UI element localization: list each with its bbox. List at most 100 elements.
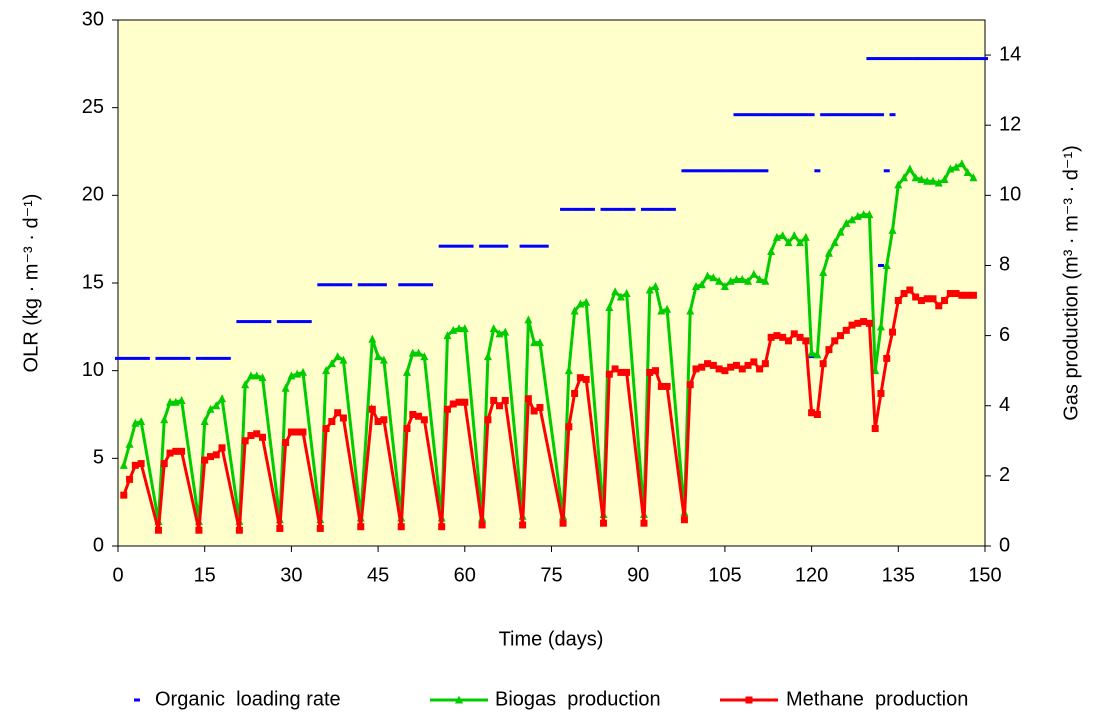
methane-marker — [721, 367, 729, 375]
biogas-marker — [848, 215, 857, 224]
biogas-marker — [738, 274, 747, 283]
olr-marker — [346, 283, 353, 287]
olr-marker — [398, 283, 405, 287]
methane-marker — [334, 409, 342, 417]
methane-marker — [871, 425, 879, 433]
olr-marker — [883, 169, 890, 173]
methane-marker — [455, 398, 463, 406]
biogas-marker — [200, 417, 209, 426]
olr-marker — [877, 57, 884, 61]
biogas-marker — [333, 352, 342, 361]
olr-marker — [872, 57, 879, 61]
biogas-marker — [894, 180, 903, 189]
olr-marker — [768, 113, 775, 117]
olr-marker — [617, 207, 624, 211]
x-tick-label: 150 — [968, 564, 1001, 586]
olr-marker — [375, 283, 382, 287]
biogas-marker — [408, 348, 417, 357]
x-tick-label: 0 — [112, 564, 123, 586]
olr-marker — [588, 207, 595, 211]
methane-marker — [906, 286, 914, 294]
methane-marker — [299, 428, 307, 436]
methane-marker — [519, 521, 527, 529]
biogas-marker — [767, 246, 776, 255]
olr-marker — [733, 169, 740, 173]
x-axis-title: Time (days) — [499, 628, 604, 650]
olr-marker — [669, 207, 676, 211]
olr-marker — [646, 207, 653, 211]
olr-marker — [577, 207, 584, 211]
methane-marker — [154, 526, 162, 534]
y-tick-label: 30 — [82, 8, 104, 30]
biogas-marker — [501, 327, 510, 336]
olr-marker — [600, 207, 607, 211]
olr-marker — [583, 207, 590, 211]
olr-marker — [328, 283, 335, 287]
methane-marker — [808, 409, 816, 417]
olr-marker — [236, 320, 243, 324]
olr-marker — [340, 283, 347, 287]
biogas-marker — [455, 324, 464, 333]
olr-marker — [213, 356, 220, 360]
olr-marker — [525, 244, 532, 248]
olr-marker — [126, 356, 133, 360]
biogas-marker — [715, 276, 724, 285]
y-tick-label: 25 — [82, 96, 104, 118]
olr-marker — [727, 169, 734, 173]
olr-marker — [409, 283, 416, 287]
olr-marker — [404, 283, 410, 287]
methane-marker — [900, 290, 908, 298]
biogas-marker — [489, 324, 498, 333]
olr-marker — [901, 57, 908, 61]
biogas-marker — [252, 371, 261, 380]
olr-marker — [866, 57, 873, 61]
methane-marker — [813, 411, 821, 418]
olr-marker — [739, 169, 746, 173]
legend-item: Organic loading rate — [134, 688, 341, 710]
olr-marker — [756, 169, 763, 173]
olr-marker — [444, 244, 451, 248]
y-tick-label: 10 — [82, 359, 104, 381]
olr-marker — [924, 57, 931, 61]
methane-marker — [126, 475, 134, 483]
biogas-marker — [778, 231, 787, 240]
biogas-marker — [830, 238, 839, 247]
biogas-marker — [686, 306, 695, 315]
methane-marker — [663, 382, 671, 390]
methane-marker — [773, 332, 781, 340]
x-tick-label: 135 — [882, 564, 915, 586]
olr-marker — [762, 169, 769, 173]
olr-marker — [808, 113, 815, 117]
biogas-marker — [720, 282, 729, 291]
methane-marker — [738, 365, 746, 373]
biogas-marker — [801, 232, 810, 241]
x-tick-label: 15 — [194, 564, 216, 586]
methane-marker — [524, 395, 532, 403]
olr-marker — [704, 169, 711, 173]
olr-marker — [195, 356, 202, 360]
methane-marker — [368, 405, 376, 413]
olr-marker — [750, 169, 757, 173]
biogas-marker — [420, 352, 429, 361]
olr-marker — [531, 244, 538, 248]
biogas-marker — [761, 276, 770, 285]
methane-marker — [374, 418, 382, 426]
biogas-marker — [882, 260, 891, 269]
x-tick-label: 105 — [708, 564, 741, 586]
biogas-marker — [322, 366, 331, 375]
biogas-marker — [876, 322, 885, 331]
y-axis-title: OLR (kg · m⁻³ · d⁻¹) — [20, 194, 42, 373]
olr-marker — [721, 169, 728, 173]
olr-marker — [363, 283, 370, 287]
biogas-marker — [455, 695, 463, 704]
methane-marker — [206, 453, 214, 461]
biogas-marker — [206, 404, 215, 413]
biogas-marker — [836, 227, 845, 236]
legend-item: Methane production — [720, 688, 968, 710]
biogas-marker — [732, 274, 741, 283]
methane-marker — [282, 439, 290, 447]
olr-marker — [207, 356, 214, 360]
olr-marker — [259, 320, 266, 324]
olr-marker — [612, 207, 619, 211]
